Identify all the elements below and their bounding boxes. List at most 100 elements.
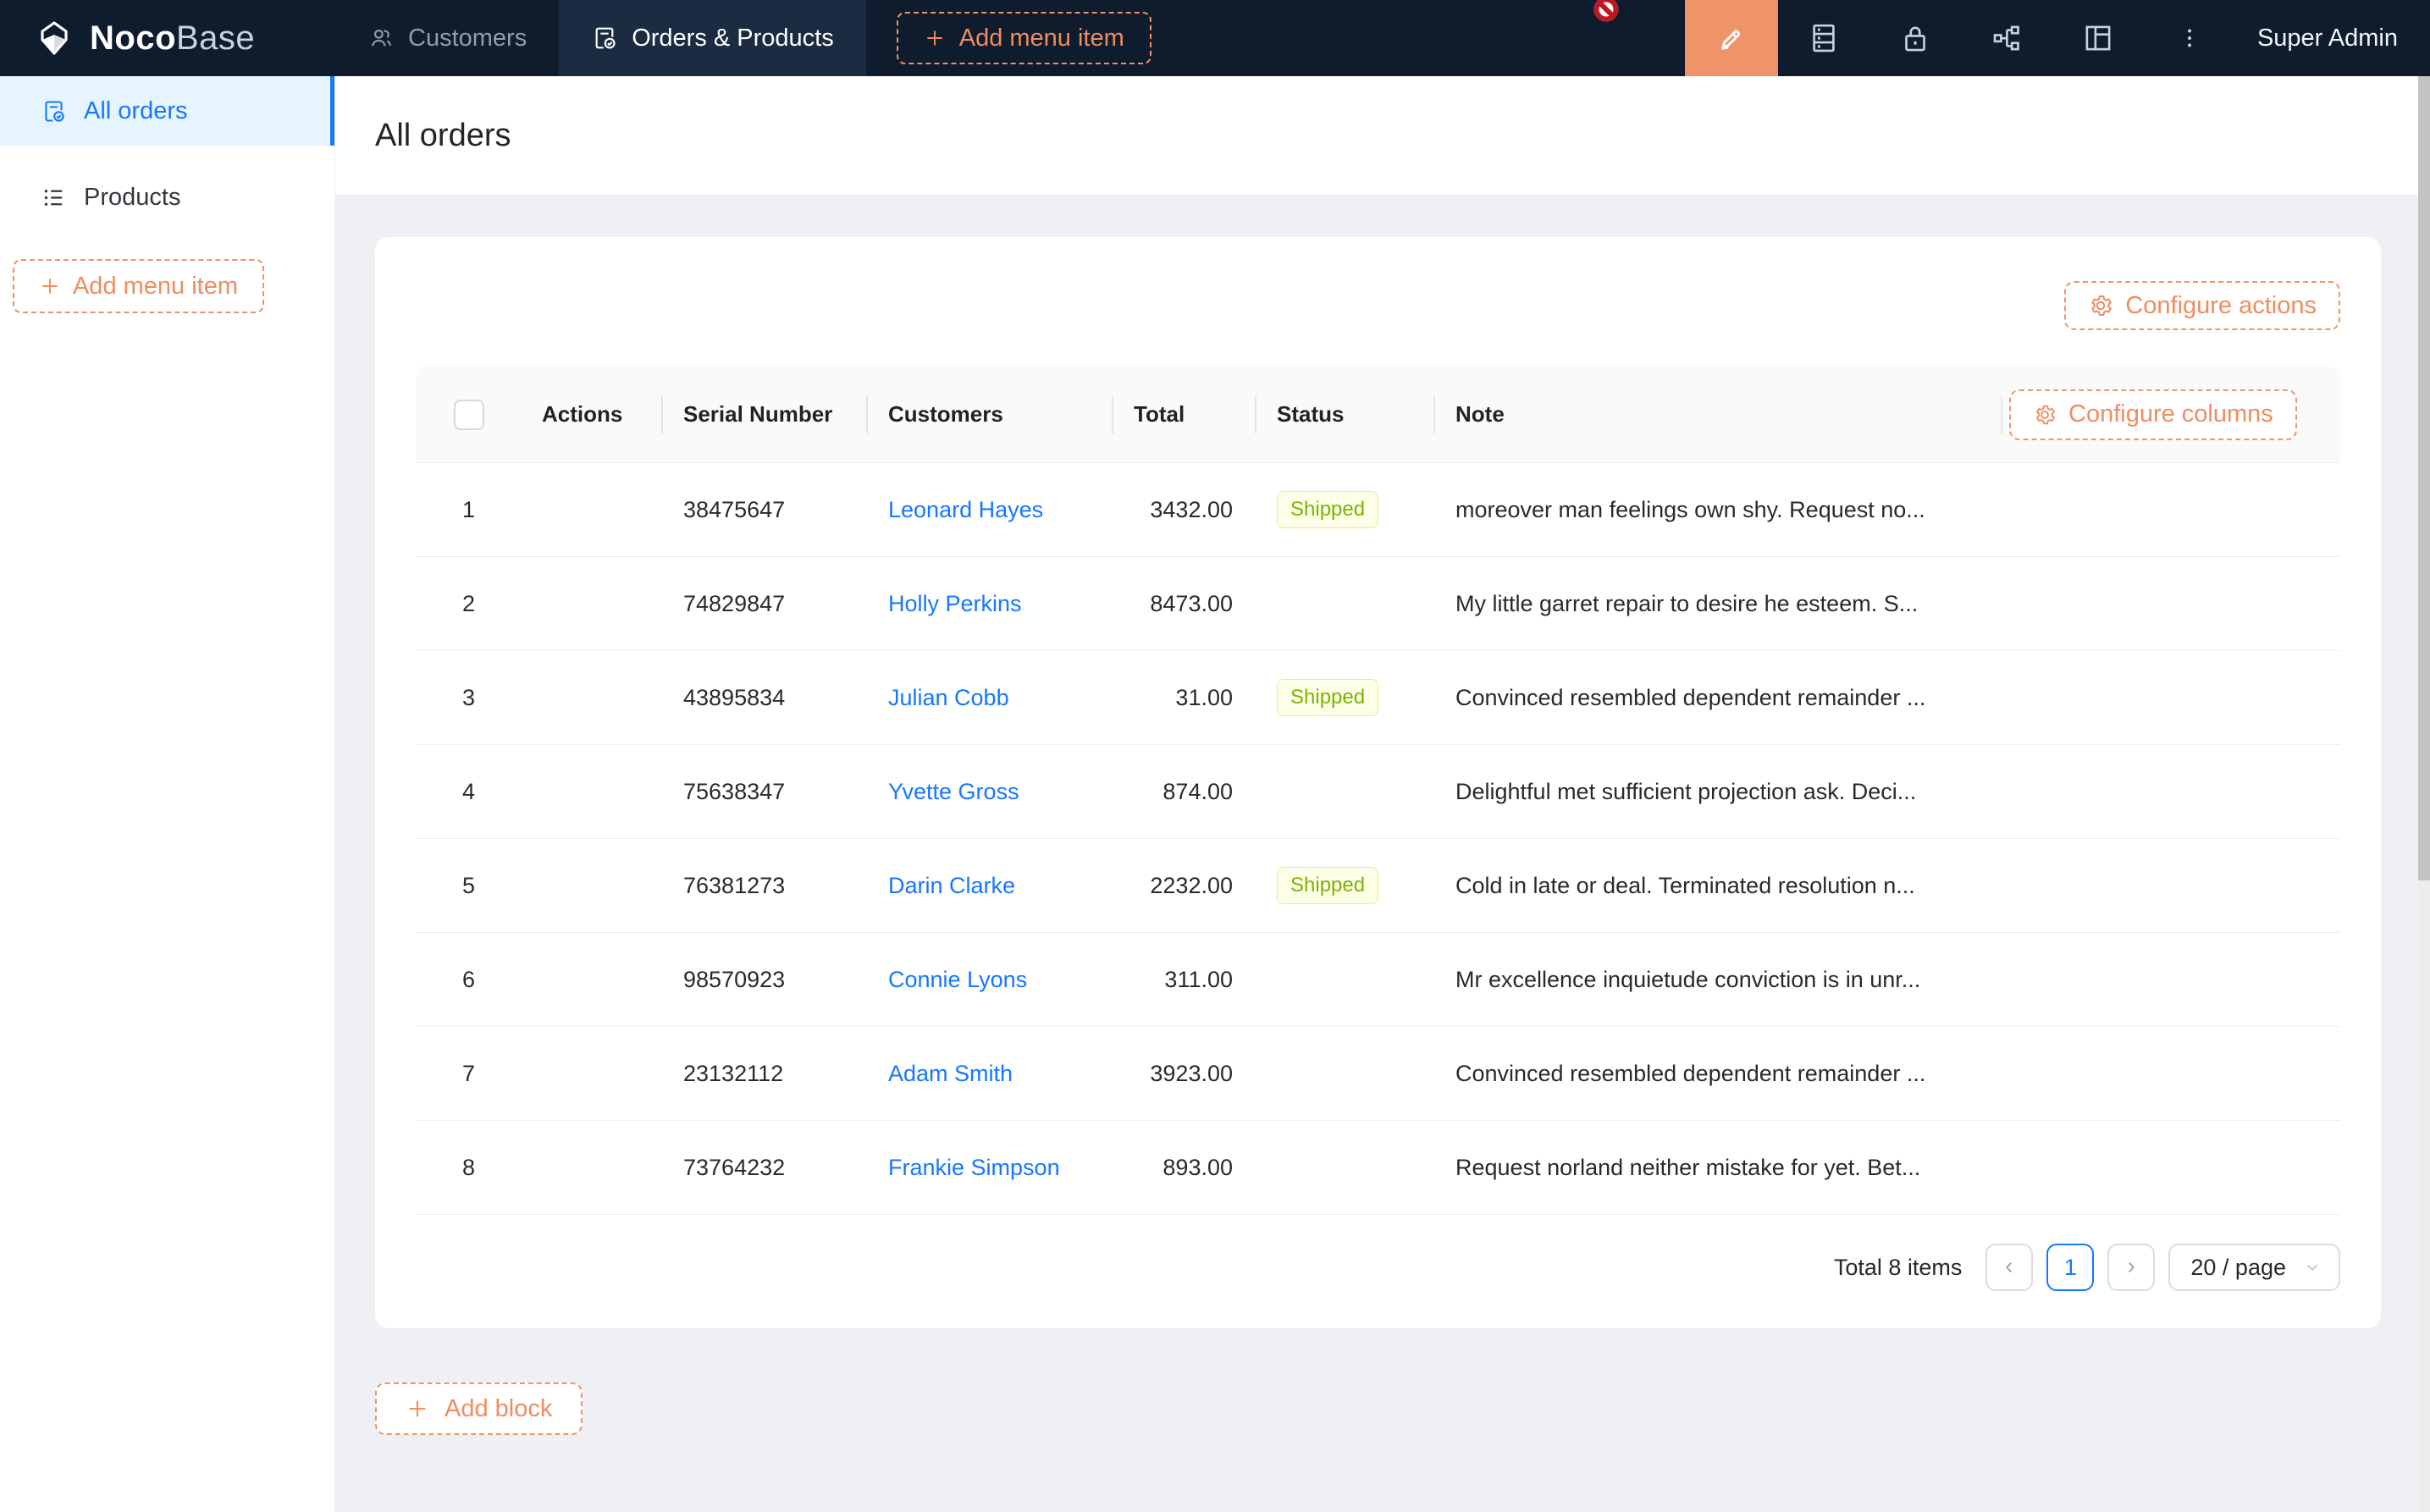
column-header-note: Note [1435,367,2002,462]
not-allowed-cursor-icon [1592,0,1621,24]
users-icon [367,25,395,52]
column-header-customers: Customers [868,367,1113,462]
pagination-prev-button[interactable] [1985,1244,2033,1291]
list-icon [41,185,67,211]
column-header-serial-number: Serial Number [663,367,868,462]
note-cell: Request norland neither mistake for yet.… [1435,1155,2002,1181]
status-badge: Shipped [1277,679,1378,716]
customer-link[interactable]: Darin Clarke [888,873,1015,898]
note-cell: moreover man feelings own shy. Request n… [1435,497,2002,523]
sidebar-item-all-orders[interactable]: All orders [0,76,334,146]
page-title: All orders [375,118,511,154]
status-cell: Shipped [1256,679,1435,716]
file-check-icon [591,25,618,52]
table-row: 698570923Connie Lyons311.00Mr excellence… [416,933,2340,1027]
select-all-cell [416,367,522,462]
configure-columns-cell: Configure columns [2002,367,2340,462]
customer-link[interactable]: Frankie Simpson [888,1155,1060,1180]
pagination-total: Total 8 items [1834,1255,1963,1281]
ellipsis-icon[interactable] [2144,0,2235,76]
sidebar-item-products[interactable]: Products [0,163,334,232]
table-row: 138475647Leonard Hayes3432.00Shippedmore… [416,463,2340,557]
customer-link[interactable]: Adam Smith [888,1061,1013,1086]
user-menu[interactable]: Super Admin [2235,0,2430,76]
pagination-page-1[interactable]: 1 [2046,1244,2094,1291]
add-menu-item-button-top[interactable]: Add menu item [897,12,1151,64]
scrollbar-thumb[interactable] [2418,76,2430,880]
row-index: 2 [416,591,522,617]
note-cell: Convinced resembled dependent remainder … [1435,1061,2002,1087]
nocobase-logo-icon [34,18,75,58]
chevron-left-icon [2000,1258,2019,1277]
add-menu-item-button-sidebar[interactable]: Add menu item [13,259,264,313]
add-block-button[interactable]: Add block [375,1382,583,1435]
table-body: 138475647Leonard Hayes3432.00Shippedmore… [416,463,2340,1215]
column-header-total: Total [1113,367,1256,462]
apartment-icon[interactable] [1961,0,2052,76]
tab-orders-products[interactable]: Orders & Products [559,0,866,76]
database-icon[interactable] [1778,0,1869,76]
table-row: 343895834Julian Cobb31.00ShippedConvince… [416,651,2340,745]
serial-number-cell: 76381273 [663,873,868,899]
note-cell: Cold in late or deal. Terminated resolut… [1435,873,2002,899]
row-index: 7 [416,1061,522,1087]
tab-customers[interactable]: Customers [335,0,559,76]
serial-number-cell: 43895834 [663,685,868,711]
customer-link[interactable]: Yvette Gross [888,779,1019,804]
table-row: 723132112Adam Smith3923.00Convinced rese… [416,1027,2340,1121]
pagination-next-button[interactable] [2107,1244,2155,1291]
total-cell: 3432.00 [1113,497,1256,523]
tab-label: Customers [408,25,527,52]
add-menu-item-label: Add menu item [959,25,1124,52]
customer-cell: Frankie Simpson [868,1155,1113,1181]
page-content: Configure actions Actions Serial Number … [335,195,2430,1435]
layout-icon[interactable] [2052,0,2144,76]
serial-number-cell: 38475647 [663,497,868,523]
brand-name: NocoBase [90,19,255,58]
table-row: 8 73764232 Frankie Simpson 893.00 Request no… [416,1121,2340,1215]
table-row: 475638347Yvette Gross874.00Delightful me… [416,745,2340,839]
file-check-icon [41,98,67,124]
configure-columns-label: Configure columns [2068,400,2273,428]
serial-number-cell: 98570923 [663,967,868,993]
chevron-down-icon [2303,1258,2322,1277]
total-cell: 311.00 [1113,967,1256,993]
note-cell: Mr excellence inquietude conviction is i… [1435,967,2002,993]
page-size-value: 20 / page [2190,1255,2286,1281]
sidebar: All orders Products Add menu item [0,76,335,1512]
orders-table: Actions Serial Number Customers Total St… [416,367,2340,1215]
ui-editor-highlighter-icon[interactable] [1685,0,1778,76]
main-area: All orders Configure actions [335,76,2430,1512]
status-badge: Shipped [1277,491,1378,528]
customer-link[interactable]: Leonard Hayes [888,497,1043,522]
plus-icon [39,275,61,297]
configure-actions-button[interactable]: Configure actions [2064,281,2340,330]
configure-columns-button[interactable]: Configure columns [2009,389,2297,440]
page-size-select[interactable]: 20 / page [2168,1244,2340,1291]
configure-actions-label: Configure actions [2125,292,2317,320]
note-cell: My little garret repair to desire he est… [1435,591,2002,617]
customer-link[interactable]: Connie Lyons [888,967,1027,992]
column-header-status: Status [1256,367,1435,462]
tab-label: Orders & Products [632,25,834,52]
serial-number-cell: 75638347 [663,779,868,805]
serial-number-cell: 74829847 [663,591,868,617]
total-cell: 893.00 [1113,1155,1256,1181]
note-cell: Delightful met sufficient projection ask… [1435,779,2002,805]
customer-cell: Connie Lyons [868,967,1113,993]
user-name: Super Admin [2257,25,2398,52]
select-all-checkbox[interactable] [454,400,484,430]
top-navbar: NocoBase Customers Orders & Products Ad [0,0,2430,76]
table-row: 274829847Holly Perkins8473.00My little g… [416,557,2340,651]
total-cell: 2232.00 [1113,873,1256,899]
row-index: 8 [416,1155,522,1181]
nocobase-logo[interactable]: NocoBase [0,0,335,76]
customer-link[interactable]: Julian Cobb [888,685,1009,710]
status-badge: Shipped [1277,867,1378,904]
lock-icon[interactable] [1869,0,1961,76]
customer-link[interactable]: Holly Perkins [888,591,1022,616]
customer-cell: Holly Perkins [868,591,1113,617]
column-header-actions: Actions [522,367,663,462]
serial-number-cell: 73764232 [663,1155,868,1181]
row-index: 4 [416,779,522,805]
